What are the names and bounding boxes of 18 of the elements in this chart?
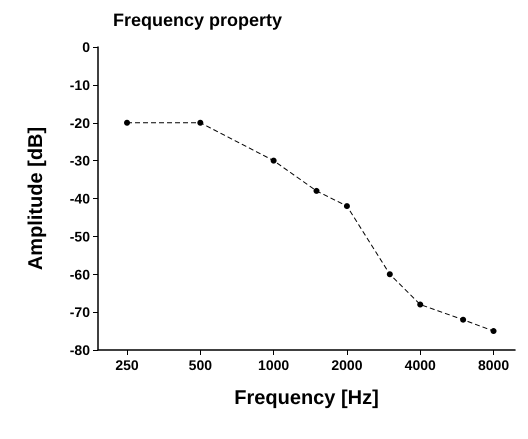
y-axis-title: Amplitude [dB] <box>25 126 47 270</box>
y-tick-label: -80 <box>70 342 90 358</box>
y-tick-label: -30 <box>70 152 90 169</box>
y-tick-label: 0 <box>82 39 90 55</box>
y-tick-label: -60 <box>70 266 90 282</box>
x-tick-label: 8000 <box>478 357 510 373</box>
y-tick-label: -70 <box>70 304 90 320</box>
y-tick-label: -10 <box>70 76 90 93</box>
y-tick-label: -20 <box>70 114 90 131</box>
x-tick-label: 2000 <box>331 357 363 373</box>
x-axis-title: Frequency [Hz] <box>234 387 379 409</box>
x-tick-label: 500 <box>188 357 212 373</box>
y-tick-label: -40 <box>70 190 90 206</box>
x-tick-label: 250 <box>115 357 139 373</box>
x-tick-label: 1000 <box>258 357 290 373</box>
chart-title: Frequency property <box>113 10 282 30</box>
x-tick-label: 4000 <box>404 357 436 373</box>
y-tick-label: -50 <box>70 228 90 244</box>
